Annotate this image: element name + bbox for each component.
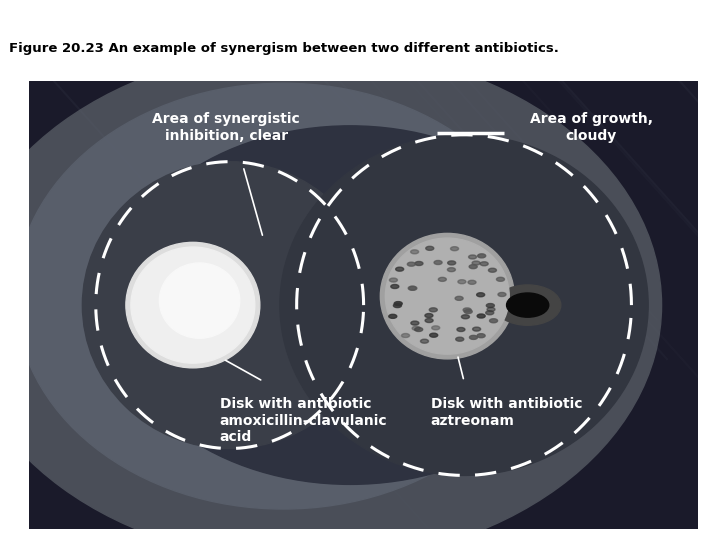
Ellipse shape xyxy=(458,280,466,284)
Ellipse shape xyxy=(396,267,404,271)
Ellipse shape xyxy=(477,293,485,297)
Ellipse shape xyxy=(109,126,591,484)
Ellipse shape xyxy=(415,327,423,332)
Text: Area of synergistic
inhibition, clear: Area of synergistic inhibition, clear xyxy=(153,112,300,143)
Text: Area of growth,
cloudy: Area of growth, cloudy xyxy=(530,112,653,143)
Ellipse shape xyxy=(486,303,495,308)
Ellipse shape xyxy=(438,278,446,281)
Ellipse shape xyxy=(15,83,551,509)
Text: Figure 20.23 An example of synergism between two different antibiotics.: Figure 20.23 An example of synergism bet… xyxy=(9,42,559,56)
Ellipse shape xyxy=(391,285,399,288)
Ellipse shape xyxy=(498,293,506,296)
Ellipse shape xyxy=(469,335,477,340)
Ellipse shape xyxy=(410,250,418,254)
Ellipse shape xyxy=(430,333,438,337)
Text: Disk with antibiotic
amoxicillin-clavulanic
acid: Disk with antibiotic amoxicillin-clavula… xyxy=(220,397,387,444)
Ellipse shape xyxy=(477,334,485,338)
Ellipse shape xyxy=(497,278,505,281)
Ellipse shape xyxy=(425,314,433,318)
Ellipse shape xyxy=(393,303,402,308)
Ellipse shape xyxy=(426,246,433,251)
Ellipse shape xyxy=(390,278,397,282)
Ellipse shape xyxy=(488,268,497,272)
Ellipse shape xyxy=(456,337,464,341)
Ellipse shape xyxy=(434,260,442,265)
Ellipse shape xyxy=(472,327,481,331)
Text: Disk with antibiotic
aztreonam: Disk with antibiotic aztreonam xyxy=(431,397,582,428)
Ellipse shape xyxy=(385,238,509,354)
Ellipse shape xyxy=(412,326,420,330)
Ellipse shape xyxy=(280,135,648,475)
Ellipse shape xyxy=(495,285,561,325)
Ellipse shape xyxy=(486,310,494,315)
Ellipse shape xyxy=(472,261,480,265)
Ellipse shape xyxy=(469,265,477,269)
Ellipse shape xyxy=(487,307,495,312)
Ellipse shape xyxy=(409,286,417,291)
Ellipse shape xyxy=(131,247,255,363)
Ellipse shape xyxy=(380,233,514,359)
Ellipse shape xyxy=(451,247,459,251)
Ellipse shape xyxy=(480,262,488,266)
Ellipse shape xyxy=(463,308,471,312)
Ellipse shape xyxy=(507,293,549,317)
Ellipse shape xyxy=(455,296,463,300)
Ellipse shape xyxy=(490,319,498,323)
Ellipse shape xyxy=(402,334,410,338)
Ellipse shape xyxy=(0,48,662,540)
Ellipse shape xyxy=(394,301,402,306)
Ellipse shape xyxy=(448,261,456,265)
Ellipse shape xyxy=(159,263,240,338)
Ellipse shape xyxy=(457,327,465,332)
Ellipse shape xyxy=(432,326,440,330)
Ellipse shape xyxy=(477,314,485,318)
Ellipse shape xyxy=(447,268,456,272)
Ellipse shape xyxy=(126,242,260,368)
Ellipse shape xyxy=(425,319,433,322)
Ellipse shape xyxy=(408,262,415,266)
Ellipse shape xyxy=(82,161,377,449)
Ellipse shape xyxy=(411,321,419,325)
Ellipse shape xyxy=(420,339,428,343)
Ellipse shape xyxy=(408,286,416,290)
Ellipse shape xyxy=(462,315,469,319)
Ellipse shape xyxy=(469,255,477,259)
Ellipse shape xyxy=(415,261,423,266)
Ellipse shape xyxy=(464,309,472,314)
Ellipse shape xyxy=(477,254,486,258)
Ellipse shape xyxy=(429,308,437,312)
Ellipse shape xyxy=(389,314,397,319)
Ellipse shape xyxy=(468,280,476,285)
